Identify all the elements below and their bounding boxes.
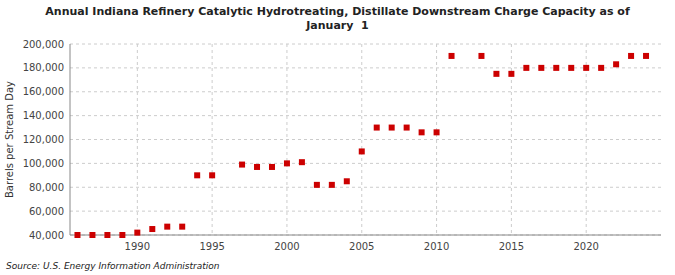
title-line: Annual Indiana Refinery Catalytic Hydrot…: [45, 5, 630, 18]
grid-line-y: [70, 139, 661, 140]
point: [104, 232, 110, 238]
grid-line-x: [361, 44, 362, 235]
point: [314, 182, 320, 188]
point: [523, 65, 529, 71]
point: [359, 148, 365, 154]
point: [134, 230, 140, 236]
x-axis-line: [70, 235, 661, 236]
point: [478, 53, 484, 59]
points: [74, 53, 649, 238]
point: [179, 224, 185, 230]
grid-line-x: [212, 44, 213, 235]
point: [508, 71, 514, 77]
x-tick-label: 2020: [573, 241, 598, 252]
point: [613, 61, 619, 67]
point: [299, 159, 305, 165]
y-tick-label: 60,000: [29, 206, 64, 217]
point: [553, 65, 559, 71]
point: [583, 65, 589, 71]
point: [194, 172, 200, 178]
x-tick-label: 1995: [199, 241, 224, 252]
point: [209, 172, 215, 178]
grid-line-y: [70, 187, 661, 188]
point: [344, 178, 350, 184]
title-line: January 1: [305, 19, 369, 32]
y-tick-label: 160,000: [23, 86, 64, 97]
point: [239, 162, 245, 168]
grid-line-y: [70, 211, 661, 212]
grid-line-y: [70, 44, 661, 45]
grid-line-y: [70, 115, 661, 116]
x-tick-label: 2015: [499, 241, 524, 252]
grid-line-x: [286, 44, 287, 235]
point: [419, 129, 425, 135]
grid-line-x: [436, 44, 437, 235]
point: [449, 53, 455, 59]
point: [329, 182, 335, 188]
point: [643, 53, 649, 59]
point: [493, 71, 499, 77]
x-tick-label: 2000: [274, 241, 299, 252]
point: [389, 125, 395, 131]
y-tick-label: 120,000: [23, 134, 64, 145]
y-tick-label: 180,000: [23, 62, 64, 73]
grid-line-x: [586, 44, 587, 235]
y-tick-label: 100,000: [23, 158, 64, 169]
point: [164, 224, 170, 230]
grid-line-x: [137, 44, 138, 235]
y-tick-label: 200,000: [23, 39, 64, 50]
y-tick-label: 140,000: [23, 110, 64, 121]
axes: 40,000 60,000 80,000 100,000 120,000 140,000 1…: [23, 39, 661, 253]
point: [149, 226, 155, 232]
grid-line-y: [70, 91, 661, 92]
point: [568, 65, 574, 71]
point: [254, 164, 260, 170]
chart: Annual Indiana Refinery Catalytic Hydrot…: [0, 0, 675, 275]
point: [119, 232, 125, 238]
point: [628, 53, 634, 59]
x-tick-label: 1990: [125, 241, 150, 252]
y-axis-line: [70, 44, 71, 235]
point: [404, 125, 410, 131]
point: [89, 232, 95, 238]
point: [538, 65, 544, 71]
grid-line-y: [70, 235, 661, 236]
y-axis-label: Barrels per Stream Day: [4, 81, 15, 198]
y-tick-label: 40,000: [29, 230, 64, 241]
point: [598, 65, 604, 71]
grid: [70, 44, 661, 235]
source: Source: U.S. Energy Information Administ…: [6, 261, 220, 271]
grid-line-y: [70, 163, 661, 164]
point: [74, 232, 80, 238]
point: [434, 129, 440, 135]
x-tick-label: 2005: [349, 241, 374, 252]
point: [269, 164, 275, 170]
title: Annual Indiana Refinery Catalytic Hydrot…: [45, 5, 630, 32]
point: [374, 125, 380, 131]
point: [284, 160, 290, 166]
x-tick-label: 2010: [424, 241, 449, 252]
y-tick-label: 80,000: [29, 182, 64, 193]
